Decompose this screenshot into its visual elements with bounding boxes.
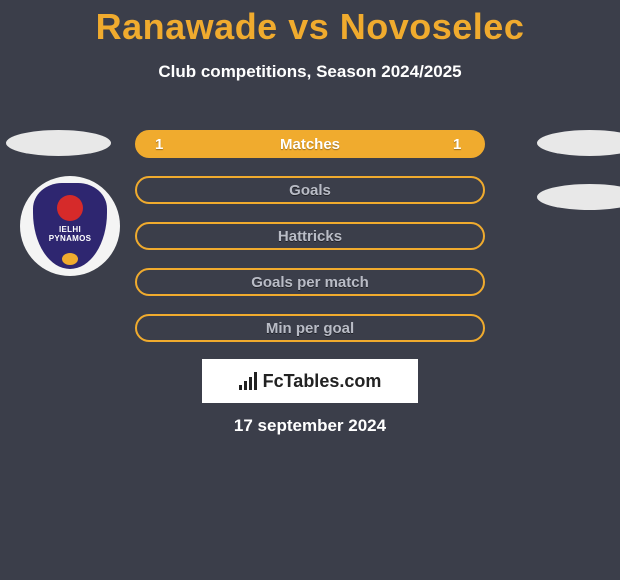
page-title: Ranawade vs Novoselec [0, 6, 620, 48]
right-ellipse [537, 130, 620, 156]
stat-label: Goals per match [137, 274, 483, 291]
stat-label: Min per goal [137, 320, 483, 337]
stat-row-goals: Goals [135, 176, 485, 204]
stat-label: Goals [137, 182, 483, 199]
crest-line1: IELHI [59, 225, 81, 234]
stat-row-hattricks: Hattricks [135, 222, 485, 250]
brand-bars-icon [239, 372, 257, 390]
stat-row-mpg: Min per goal [135, 314, 485, 342]
team-badge: IELHI PYNAMOS [20, 176, 120, 276]
stat-row-gpm: Goals per match [135, 268, 485, 296]
right-ellipse-2 [537, 184, 620, 210]
stats-rows: 1 Matches 1 Goals Hattricks Goals per ma… [135, 130, 485, 360]
stat-right: 1 [453, 136, 465, 153]
date-text: 17 september 2024 [0, 416, 620, 436]
crest-line2: PYNAMOS [49, 234, 92, 243]
stat-row-matches: 1 Matches 1 [135, 130, 485, 158]
subtitle: Club competitions, Season 2024/2025 [0, 62, 620, 82]
crest-text: IELHI PYNAMOS [33, 225, 107, 243]
stat-label: Hattricks [137, 228, 483, 245]
brand-box[interactable]: FcTables.com [202, 359, 418, 403]
brand-text: FcTables.com [263, 371, 382, 392]
stat-left: 1 [155, 136, 167, 153]
left-ellipse [6, 130, 111, 156]
team-crest: IELHI PYNAMOS [33, 183, 107, 269]
stat-label: Matches [137, 136, 483, 153]
